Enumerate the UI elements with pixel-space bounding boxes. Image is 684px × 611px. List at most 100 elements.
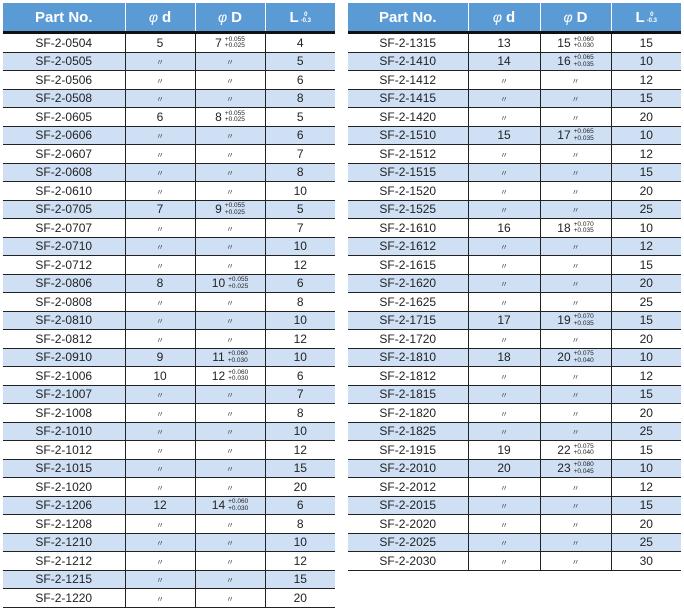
inner-diameter-value: 〃 [500, 335, 508, 345]
outer-diameter: 〃 [539, 403, 612, 423]
table-row: SF-2-0707 〃 〃 7 [3, 218, 335, 238]
tol-upper: +0.055 [224, 109, 245, 117]
length: 15 [610, 89, 681, 108]
inner-diameter-value: 12 [153, 498, 167, 513]
length: 8 [264, 292, 335, 312]
outer-diameter-value: 18 [557, 220, 571, 235]
outer-diameter-value: 〃 [571, 169, 580, 179]
inner-diameter-value: 20 [497, 461, 511, 476]
tol-upper: +0.070 [573, 313, 594, 321]
tol-lower: +0.035 [573, 227, 594, 235]
tol-upper: +0.060 [227, 350, 248, 358]
outer-diameter: 〃 [194, 329, 266, 349]
part-number: SF-2-1215 [3, 570, 126, 589]
outer-diameter-value: 〃 [226, 243, 234, 253]
inner-diameter-value: 〃 [156, 132, 164, 142]
part-number: SF-2-0610 [3, 181, 126, 201]
length: 10 [610, 126, 681, 145]
outer-diameter-value: 〃 [226, 169, 234, 179]
inner-diameter-value: 〃 [500, 502, 508, 512]
tol-upper: +0.065 [573, 54, 594, 62]
length: 4 [264, 32, 335, 53]
inner-diameter-value: 〃 [156, 465, 164, 475]
outer-diameter: 〃 [539, 200, 612, 219]
inner-diameter-value: 〃 [500, 520, 508, 530]
table-row: SF-2-1208 〃 〃 8 [3, 514, 335, 534]
inner-diameter: 15 [467, 126, 541, 145]
table-row: SF-2-1315 13 15 +0.060 +0.030 15 [348, 32, 681, 53]
inner-diameter-value: 〃 [156, 243, 164, 253]
inner-diameter: 7 [124, 200, 196, 219]
outer-diameter: 〃 [194, 311, 266, 330]
table-row: SF-2-0806 8 10 +0.055 +0.025 6 [3, 274, 335, 293]
length: 10 [264, 348, 335, 367]
inner-diameter: 〃 [124, 144, 196, 164]
tol-lower: +0.045 [573, 467, 594, 475]
part-number: SF-2-0608 [3, 163, 126, 182]
inner-diameter-value: 〃 [156, 520, 164, 530]
inner-diameter-value: 〃 [500, 169, 508, 179]
table-row: SF-2-1520 〃 〃 20 [348, 181, 681, 201]
tol-lower: +0.035 [573, 319, 594, 327]
part-number: SF-2-1512 [348, 144, 469, 164]
header-part-no: Part No. [3, 3, 125, 34]
outer-diameter: 10 +0.055 +0.025 [194, 274, 266, 293]
part-number: SF-2-1008 [3, 403, 126, 423]
phi-symbol: φ [218, 8, 228, 25]
table-row: SF-2-1825 〃 〃 25 [348, 422, 681, 441]
inner-diameter-value: 〃 [500, 409, 508, 419]
table-row: SF-2-1812 〃 〃 12 [348, 366, 681, 386]
outer-diameter: 〃 [194, 144, 266, 164]
part-number: SF-2-1010 [3, 422, 126, 441]
inner-diameter-value: 〃 [500, 298, 508, 308]
table-row: SF-2-0505 〃 〃 5 [3, 52, 335, 71]
outer-diameter-value: 〃 [571, 187, 580, 197]
part-number: SF-2-2012 [348, 477, 469, 497]
outer-diameter-value: 14 [211, 498, 226, 513]
part-number: SF-2-1412 [348, 70, 469, 90]
inner-diameter-value: 〃 [156, 594, 164, 604]
tol-upper: +0.080 [573, 461, 594, 469]
table-row: SF-2-0712 〃 〃 12 [3, 255, 335, 275]
length: 20 [264, 477, 335, 497]
outer-diameter: 16 +0.065 +0.035 [539, 52, 612, 71]
length: 10 [610, 459, 681, 478]
inner-diameter-value: 18 [497, 350, 511, 365]
length: 12 [610, 366, 681, 386]
outer-diameter: 〃 [194, 163, 266, 182]
tol-lower: -0.3 [646, 17, 657, 24]
part-number: SF-2-1208 [3, 514, 126, 534]
table-row: SF-2-1512 〃 〃 12 [348, 144, 681, 164]
inner-diameter: 〃 [124, 514, 196, 534]
outer-diameter-value: 〃 [571, 372, 580, 382]
length: 20 [610, 403, 681, 423]
table-row: SF-2-1525 〃 〃 25 [348, 200, 681, 219]
part-number: SF-2-1210 [3, 533, 126, 552]
header-d-label: d [505, 8, 516, 26]
outer-diameter: 〃 [539, 385, 612, 404]
inner-diameter-value: 〃 [156, 576, 164, 586]
outer-diameter-value: 16 [557, 54, 571, 69]
phi-symbol: φ [148, 8, 158, 25]
inner-diameter: 9 [124, 348, 196, 367]
outer-diameter: 〃 [539, 422, 612, 441]
inner-diameter: 〃 [124, 440, 196, 460]
length: 15 [610, 440, 681, 460]
diameter-tolerance: +0.065 +0.035 [574, 129, 594, 142]
table-row: SF-2-1008 〃 〃 8 [3, 403, 335, 423]
part-number: SF-2-1515 [348, 163, 469, 182]
outer-diameter-value: 10 [211, 276, 226, 291]
outer-diameter-value: 〃 [571, 243, 580, 253]
outer-diameter: 9 +0.055 +0.025 [194, 200, 266, 219]
inner-diameter-value: 〃 [156, 446, 164, 456]
part-number: SF-2-2030 [348, 551, 469, 571]
outer-diameter: 〃 [194, 385, 266, 404]
outer-diameter-value: 〃 [571, 391, 580, 401]
table-row: SF-2-2020 〃 〃 20 [348, 514, 681, 534]
inner-diameter-value: 〃 [500, 372, 508, 382]
outer-diameter: 〃 [539, 163, 612, 182]
length: 20 [264, 588, 335, 608]
outer-diameter-value: 7 [215, 35, 222, 50]
